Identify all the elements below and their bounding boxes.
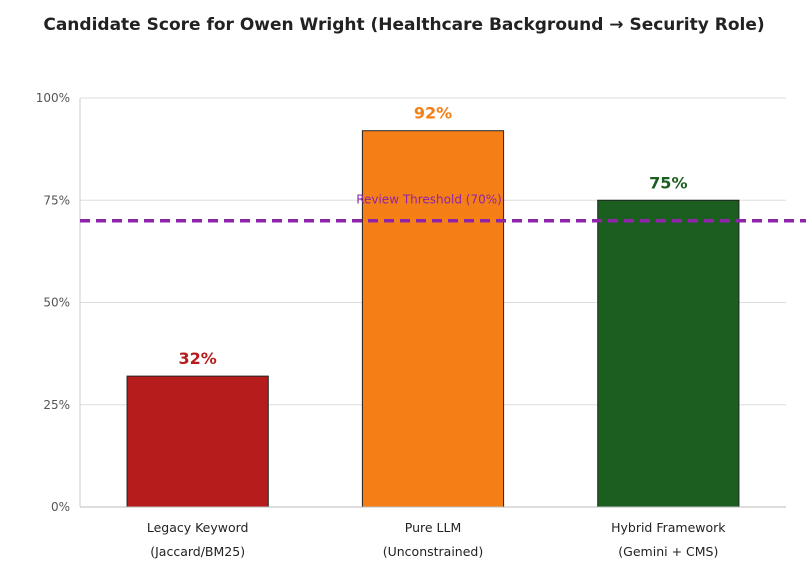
y-tick-label: 100%: [36, 91, 70, 105]
bar-layer: 32% 92% 75%: [126, 104, 740, 508]
x-category-sublabel: (Jaccard/BM25): [150, 544, 245, 559]
x-category-sublabel: (Gemini + CMS): [618, 544, 718, 559]
bar-value-label: 75%: [649, 173, 687, 192]
bar: [126, 375, 269, 508]
y-tick-label: 0%: [51, 500, 70, 514]
x-category-label: Pure LLM: [405, 520, 461, 535]
x-category-sublabel: (Unconstrained): [383, 544, 484, 559]
chart-title: Candidate Score for Owen Wright (Healthc…: [43, 15, 764, 35]
y-tick-label: 50%: [43, 296, 70, 310]
bar-value-label: 92%: [414, 104, 452, 123]
threshold-layer: Review Threshold (70%): [80, 193, 806, 223]
bar: [597, 199, 740, 508]
bar-value-label: 32%: [179, 349, 217, 368]
bar: [361, 130, 505, 508]
x-category-label: Hybrid Framework: [611, 520, 726, 535]
axis-layer: 0% 25% 50% 75% 100% Legacy Keyword (Jaccard/BM…: [36, 91, 786, 559]
threshold-label: Review Threshold (70%): [356, 193, 502, 207]
x-category-label: Legacy Keyword: [147, 520, 249, 535]
y-tick-label: 25%: [43, 398, 70, 412]
y-tick-label: 75%: [43, 193, 70, 207]
